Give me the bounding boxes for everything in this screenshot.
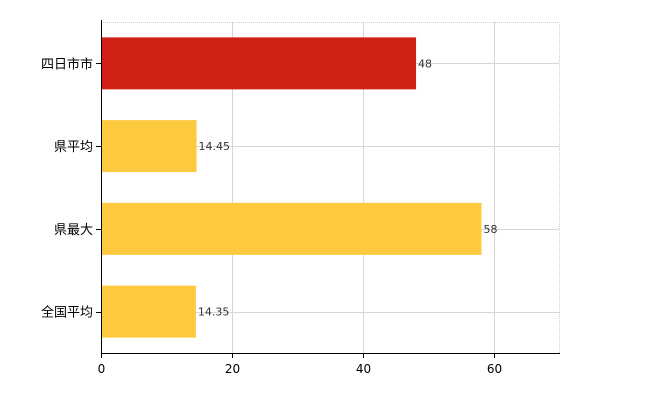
x-tick-label: 20 <box>225 362 240 376</box>
bar <box>102 285 196 338</box>
bar <box>102 120 197 173</box>
x-tick-label: 60 <box>487 362 502 376</box>
category-label: 四日市市 <box>41 56 93 72</box>
data-label: 48 <box>418 57 432 70</box>
axes <box>96 20 560 358</box>
x-tick-label: 40 <box>356 362 371 376</box>
bar <box>102 202 482 255</box>
x-tick-label: 0 <box>98 362 106 376</box>
category-label: 全国平均 <box>41 305 93 321</box>
data-label: 14.35 <box>198 306 230 319</box>
category-label: 県最大 <box>54 223 93 238</box>
data-label: 58 <box>483 223 497 236</box>
data-label: 14.45 <box>199 140 231 153</box>
bar <box>102 37 417 90</box>
bar-series <box>102 37 482 338</box>
category-label: 県平均 <box>54 140 93 155</box>
